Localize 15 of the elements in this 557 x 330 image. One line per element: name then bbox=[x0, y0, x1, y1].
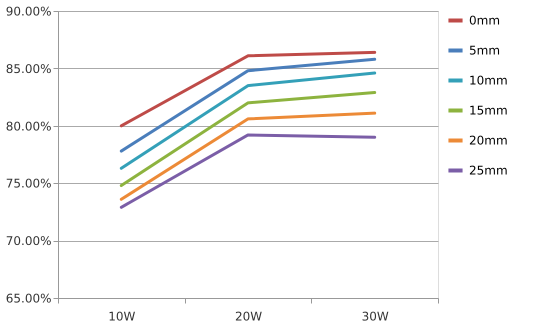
y-tick-label: 85.00% bbox=[6, 62, 52, 76]
y-tick-label: 70.00% bbox=[6, 234, 52, 248]
y-tick-label: 80.00% bbox=[6, 119, 52, 134]
legend-label: 25mm bbox=[469, 164, 508, 178]
legend-label: 15mm bbox=[469, 104, 508, 118]
legend-label: 5mm bbox=[469, 44, 500, 58]
x-tick-label: 20W bbox=[234, 310, 262, 324]
legend-label: 0mm bbox=[469, 14, 500, 28]
y-tick-label: 65.00% bbox=[6, 292, 52, 306]
x-tick-label: 30W bbox=[362, 310, 389, 324]
y-tick-label: 90.00% bbox=[6, 4, 52, 18]
x-tick-label: 10W bbox=[108, 310, 136, 324]
y-tick-label: 75.00% bbox=[6, 176, 52, 191]
legend-label: 20mm bbox=[469, 134, 508, 148]
legend-label: 10mm bbox=[469, 74, 508, 88]
